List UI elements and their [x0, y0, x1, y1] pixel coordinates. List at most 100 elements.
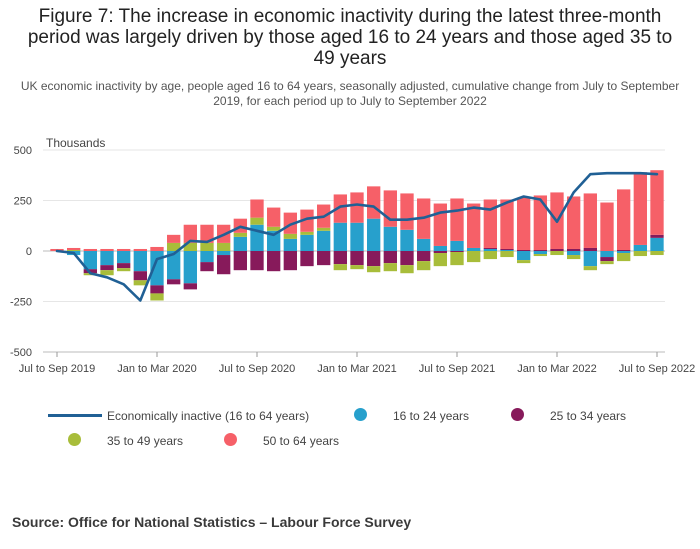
bar-age_16_24: [400, 229, 414, 251]
bar-age_35_49: [150, 293, 164, 301]
x-tick-label: Jan to Mar 2021: [317, 363, 397, 375]
bar-age_35_49: [600, 261, 614, 265]
bar-age_35_49: [633, 251, 647, 257]
bar-age_25_34: [183, 283, 197, 290]
bar-age_16_24: [533, 251, 547, 255]
y-tick-label: -500: [10, 347, 32, 359]
bar-age_16_24: [133, 251, 147, 272]
bar-age_35_49: [517, 260, 531, 264]
bar-age_16_24: [117, 251, 131, 264]
chart-title: Figure 7: The increase in economic inact…: [27, 6, 673, 69]
bar-age_35_49: [550, 251, 564, 256]
source-note: Source: Office for National Statistics –…: [12, 514, 412, 530]
bar-age_25_34: [400, 251, 414, 266]
bar-age_25_34: [317, 251, 331, 266]
bar-age_16_24: [233, 236, 247, 251]
line-economically-inactive: [55, 171, 659, 302]
bar-age_50_64: [333, 194, 347, 223]
bar-age_35_49: [483, 251, 497, 260]
bar-age_35_49: [350, 265, 364, 270]
bar-age_16_24: [633, 244, 647, 251]
bar-age_25_34: [500, 248, 514, 250]
bar-age_50_64: [433, 203, 447, 246]
bar-age_50_64: [200, 224, 214, 243]
bar-age_35_49: [650, 251, 664, 256]
axes: 500 250 0 -250 -500 Jul to Sep 2019 Jan to Mar…: [10, 145, 695, 375]
bar-age_25_34: [417, 251, 431, 262]
bar-age_50_64: [633, 172, 647, 245]
bar-age_50_64: [300, 209, 314, 232]
x-tick-label: Jul to Sep 2019: [19, 363, 95, 375]
bar-age_25_34: [133, 271, 147, 281]
bar-age_50_64: [100, 248, 114, 251]
bar-age_35_49: [217, 242, 231, 251]
bar-age_16_24: [283, 238, 297, 251]
bar-age_25_34: [483, 247, 497, 249]
bar-age_16_24: [617, 251, 631, 254]
bar-age_25_34: [283, 251, 297, 271]
bar-age_25_34: [433, 251, 447, 254]
bar-age_25_34: [167, 279, 181, 285]
bar-age_16_24: [267, 230, 281, 251]
bar-age_50_64: [183, 224, 197, 243]
bar-age_25_34: [233, 251, 247, 271]
bar-age_25_34: [150, 285, 164, 294]
bar-age_50_64: [600, 202, 614, 251]
bar-age_16_24: [300, 234, 314, 251]
bar-age_50_64: [350, 192, 364, 223]
bar-age_35_49: [500, 251, 514, 258]
bar-age_50_64: [567, 196, 581, 249]
bar-age_35_49: [467, 251, 481, 263]
bar-age_35_49: [117, 268, 131, 272]
bar-age_25_34: [450, 251, 464, 253]
bar-age_35_49: [400, 265, 414, 274]
bar-age_25_34: [100, 265, 114, 271]
bar-age_50_64: [483, 199, 497, 248]
bar-age_25_34: [567, 248, 581, 251]
bar-age_50_64: [83, 248, 97, 251]
bar-age_50_64: [383, 190, 397, 227]
bar-age_16_24: [100, 251, 114, 266]
bar-age_50_64: [267, 207, 281, 227]
y-axis-label: Thousands: [46, 136, 106, 150]
x-tick-label: Jan to Mar 2020: [117, 363, 197, 375]
bar-age_16_24: [83, 251, 97, 270]
bar-age_50_64: [583, 193, 597, 248]
bar-age_35_49: [167, 242, 181, 251]
bar-age_16_24: [317, 230, 331, 251]
bar-age_35_49: [233, 232, 247, 237]
bar-age_35_49: [567, 255, 581, 260]
bar-age_16_24: [183, 251, 197, 284]
bar-age_25_34: [583, 247, 597, 251]
bar-age_35_49: [200, 242, 214, 251]
bar-age_16_24: [367, 218, 381, 251]
bar-age_16_24: [150, 251, 164, 286]
bar-age_35_49: [100, 270, 114, 276]
bar-age_25_34: [533, 249, 547, 251]
bar-age_16_24: [350, 222, 364, 251]
bar-age_35_49: [583, 266, 597, 271]
bar-age_16_24: [650, 237, 664, 251]
y-tick-label: 0: [26, 246, 32, 258]
bar-age_25_34: [300, 251, 314, 267]
bar-age_35_49: [383, 263, 397, 272]
bar-age_50_64: [133, 248, 147, 251]
bar-age_35_49: [133, 280, 147, 286]
bar-age_50_64: [450, 198, 464, 241]
bar-age_16_24: [517, 251, 531, 261]
bar-age_25_34: [367, 251, 381, 267]
bar-age_35_49: [183, 242, 197, 251]
bar-age_16_24: [483, 248, 497, 251]
bar-age_50_64: [150, 246, 164, 251]
bar-age_25_34: [250, 251, 264, 271]
bar-age_16_24: [333, 222, 347, 251]
bar-age_50_64: [283, 212, 297, 234]
bar-age_16_24: [217, 251, 231, 256]
bar-age_25_34: [217, 255, 231, 275]
bar-age_50_64: [517, 197, 531, 250]
y-tick-label: 500: [14, 145, 32, 157]
x-tick-label: Jul to Sep 2021: [419, 363, 495, 375]
bar-age_25_34: [550, 248, 564, 251]
bar-age_35_49: [433, 253, 447, 267]
